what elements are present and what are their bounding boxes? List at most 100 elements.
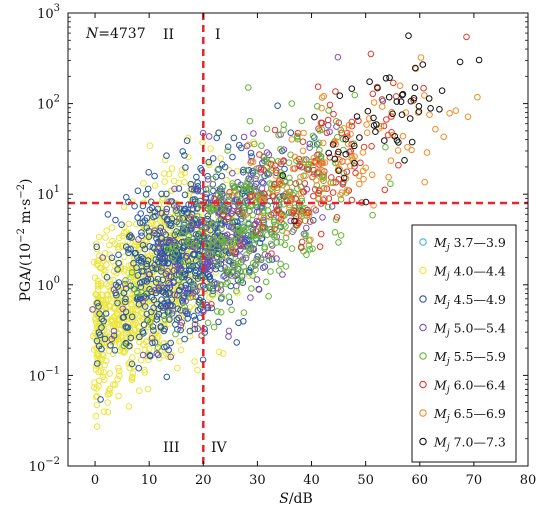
scatter-point: [255, 208, 263, 216]
x-tick-label: 30: [249, 473, 266, 488]
scatter-point: [266, 213, 273, 221]
scatter-point: [351, 163, 358, 170]
scatter-point: [305, 161, 312, 169]
scatter-point: [365, 115, 373, 122]
scatter-point: [324, 203, 332, 211]
scatter-point: [106, 385, 114, 393]
scatter-point: [264, 171, 271, 179]
scatter-point: [163, 373, 171, 381]
scatter-point: [160, 312, 168, 319]
scatter-point: [215, 165, 222, 173]
scatter-point: [190, 312, 198, 320]
scatter-point: [131, 241, 139, 249]
scatter-point: [134, 214, 141, 221]
scatter-point: [310, 159, 318, 167]
legend-marker: [419, 437, 427, 446]
scatter-point: [183, 252, 190, 260]
scatter-point: [231, 249, 238, 257]
scatter-point: [145, 356, 152, 364]
scatter-point: [179, 224, 187, 232]
scatter-point: [214, 232, 221, 239]
scatter-point: [348, 154, 356, 161]
scatter-point: [347, 130, 354, 138]
plot-frame: [67, 12, 529, 467]
scatter-point: [337, 232, 345, 239]
scatter-point: [381, 137, 388, 144]
scatter-point: [174, 210, 181, 217]
scatter-point: [255, 286, 263, 293]
scatter-point: [125, 249, 132, 256]
scatter-point: [401, 157, 408, 164]
scatter-point: [163, 303, 170, 311]
x-tick-label: 0: [91, 473, 99, 488]
scatter-point: [179, 148, 186, 155]
scatter-point: [219, 212, 227, 219]
scatter-point: [223, 243, 231, 250]
scatter-point: [166, 284, 174, 292]
legend-marker: [419, 352, 427, 360]
scatter-point: [110, 327, 118, 335]
scatter-point: [276, 180, 283, 188]
scatter-point: [171, 291, 178, 299]
scatter-point: [167, 353, 174, 361]
scatter-point: [153, 231, 160, 238]
scatter-point: [134, 347, 141, 355]
scatter-point: [177, 346, 185, 354]
scatter-point: [178, 303, 185, 311]
scatter-point: [265, 293, 272, 300]
scatter-point: [245, 84, 252, 91]
scatter-point: [185, 266, 193, 274]
scatter-point: [218, 242, 226, 249]
scatter-point: [124, 324, 132, 331]
scatter-point: [316, 127, 324, 134]
scatter-point: [219, 239, 226, 246]
scatter-point: [425, 95, 433, 102]
scatter-point: [268, 250, 275, 257]
scatter-point: [256, 151, 263, 158]
scatter-point: [385, 173, 392, 181]
scatter-point: [101, 300, 109, 308]
scatter-point: [191, 321, 199, 328]
scatter-point: [282, 263, 290, 270]
scatter-point: [242, 211, 250, 218]
scatter-point: [249, 260, 257, 267]
scatter-point: [152, 279, 160, 286]
scatter-point: [128, 313, 136, 321]
scatter-point: [93, 245, 101, 253]
scatter-point: [302, 232, 309, 240]
scatter-point: [408, 146, 415, 154]
scatter-point: [99, 373, 107, 381]
scatter-point: [128, 360, 136, 368]
legend-label: Mj 6.0—6.4: [433, 378, 506, 396]
scatter-point: [106, 370, 113, 377]
scatter-point: [153, 350, 161, 357]
scatter-point: [178, 270, 185, 278]
scatter-point: [303, 251, 310, 258]
scatter-point: [181, 152, 188, 159]
scatter-point: [235, 257, 242, 265]
y-tick-label: 10−2: [29, 456, 60, 475]
scatter-point: [129, 354, 136, 361]
scatter-point: [300, 158, 308, 165]
scatter-point: [275, 131, 282, 139]
scatter-point: [193, 212, 201, 220]
scatter-point: [237, 278, 244, 286]
scatter-point: [310, 192, 317, 200]
scatter-point: [93, 243, 100, 251]
scatter-point: [417, 54, 425, 61]
scatter-point: [168, 215, 176, 223]
scatter-point: [432, 126, 439, 133]
scatter-point: [118, 221, 125, 228]
scatter-point: [395, 139, 402, 146]
scatter-point: [233, 282, 240, 290]
scatter-point: [309, 173, 316, 181]
scatter-point: [167, 339, 174, 347]
scatter-point: [367, 50, 375, 58]
scatter-point: [218, 172, 226, 180]
scatter-point: [339, 181, 347, 188]
scatter-point: [128, 234, 135, 241]
scatter-point: [289, 165, 297, 172]
scatter-point: [206, 208, 214, 215]
scatter-point: [389, 110, 396, 118]
scatter-point: [291, 153, 299, 161]
